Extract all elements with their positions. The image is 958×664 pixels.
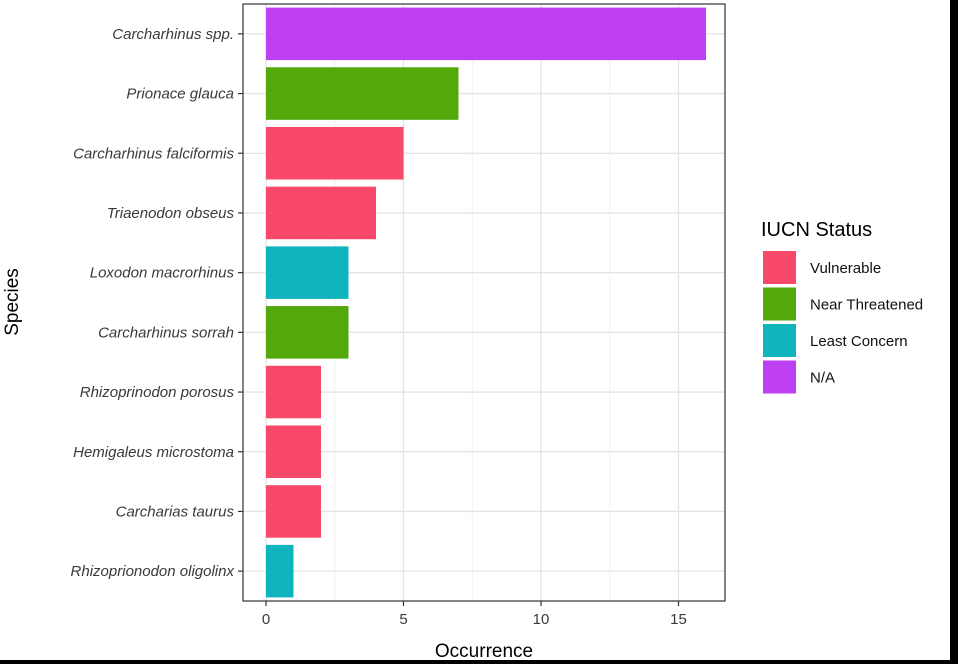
bar: [266, 126, 404, 180]
legend-label: Near Threatened: [810, 297, 923, 314]
x-tick-label: 0: [262, 611, 270, 628]
x-tick-label: 5: [399, 611, 407, 628]
bar: [266, 306, 349, 359]
y-tick-label: Triaenodon obseus: [107, 205, 235, 222]
legend-swatch: [763, 360, 796, 394]
x-tick-label: 15: [670, 611, 687, 628]
y-axis-title: Species: [2, 268, 23, 336]
legend-swatch: [763, 251, 796, 284]
legend-label: N/A: [810, 370, 835, 387]
x-tick-label: 10: [533, 611, 550, 628]
y-tick-label: Carcharhinus falciformis: [73, 145, 234, 162]
x-axis-title: Occurrence: [435, 641, 533, 660]
y-tick-label: Rhizoprinodon porosus: [80, 384, 235, 401]
legend-swatch: [763, 324, 796, 357]
bar: [266, 7, 706, 61]
bar: [266, 186, 376, 240]
bars: [266, 7, 706, 598]
y-tick-label: Prionace glauca: [126, 86, 234, 103]
bar: [266, 365, 321, 419]
bar: [266, 425, 321, 479]
plot-panel-border: [242, 3, 726, 602]
y-tick-label: Carcharias taurus: [116, 503, 235, 520]
legend-label: Vulnerable: [810, 260, 881, 277]
x-axis-ticks: 0 5 10 15: [262, 601, 687, 628]
y-tick-label: Carcharhinus spp.: [112, 26, 234, 43]
y-tick-label: Loxodon macrorhinus: [90, 265, 235, 282]
bar: [266, 67, 459, 120]
y-tick-label: Rhizoprionodon oligolinx: [71, 563, 235, 580]
y-axis-ticks: Carcharhinus spp. Prionace glauca Carcharh…: [71, 26, 243, 580]
legend-title: IUCN Status: [761, 219, 872, 241]
y-tick-label: Carcharhinus sorrah: [98, 324, 234, 341]
legend-swatch: [763, 287, 796, 321]
bar: [266, 544, 294, 598]
bar: [266, 246, 349, 299]
bar: [266, 485, 321, 538]
legend: IUCN Status Vulnerable Near Threatened Lea…: [761, 219, 923, 394]
y-tick-label: Hemigaleus microstoma: [73, 444, 234, 461]
legend-label: Least Concern: [810, 333, 908, 350]
